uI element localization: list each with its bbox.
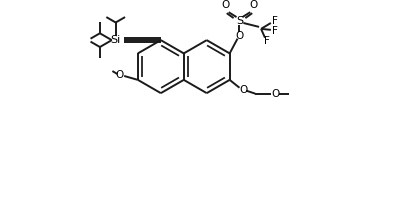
Text: F: F [264, 36, 270, 46]
Text: O: O [249, 0, 257, 10]
Text: F: F [272, 26, 278, 36]
Text: O: O [239, 85, 248, 95]
Text: O: O [235, 31, 244, 41]
Text: O: O [115, 70, 123, 80]
Text: O: O [222, 0, 230, 10]
Text: S: S [236, 16, 243, 26]
Text: F: F [272, 16, 278, 26]
Text: O: O [272, 89, 280, 99]
Text: Si: Si [111, 35, 121, 45]
